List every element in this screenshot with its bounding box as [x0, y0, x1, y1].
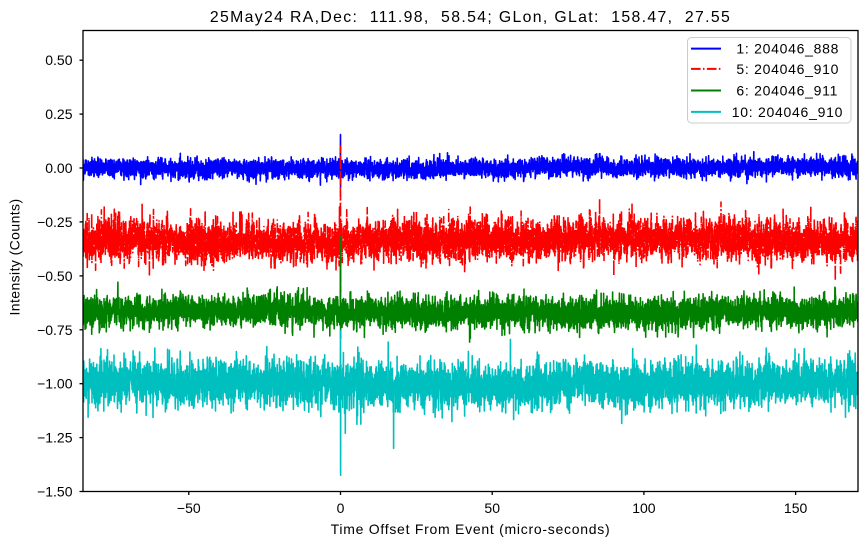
svg-text:100: 100 [632, 500, 656, 516]
svg-text:−0.75: −0.75 [37, 322, 73, 338]
svg-text:1: 204046_888: 1: 204046_888 [732, 41, 839, 57]
svg-text:−1.25: −1.25 [37, 430, 73, 446]
svg-text:0.00: 0.00 [45, 160, 72, 176]
svg-text:150: 150 [784, 500, 808, 516]
svg-text:0.50: 0.50 [45, 52, 72, 68]
svg-text:5: 204046_910: 5: 204046_910 [732, 61, 839, 77]
svg-text:Intensity (Counts): Intensity (Counts) [7, 198, 23, 315]
svg-text:Time Offset From Event (micro-: Time Offset From Event (micro-seconds) [331, 521, 611, 537]
svg-text:0.25: 0.25 [45, 106, 72, 122]
svg-text:−50: −50 [177, 500, 201, 516]
svg-text:−0.50: −0.50 [37, 268, 73, 284]
svg-text:6: 204046_911: 6: 204046_911 [732, 83, 838, 99]
svg-text:0: 0 [337, 500, 345, 516]
svg-text:−1.00: −1.00 [37, 376, 73, 392]
svg-text:10: 204046_910: 10: 204046_910 [732, 104, 843, 120]
svg-text:50: 50 [484, 500, 500, 516]
svg-text:−0.25: −0.25 [37, 214, 73, 230]
svg-text:−1.50: −1.50 [37, 484, 73, 500]
svg-text:25May24 RA,Dec: 111.98, 58.5: 25May24 RA,Dec: 111.98, 58.54; GLon, GLa… [210, 9, 731, 26]
